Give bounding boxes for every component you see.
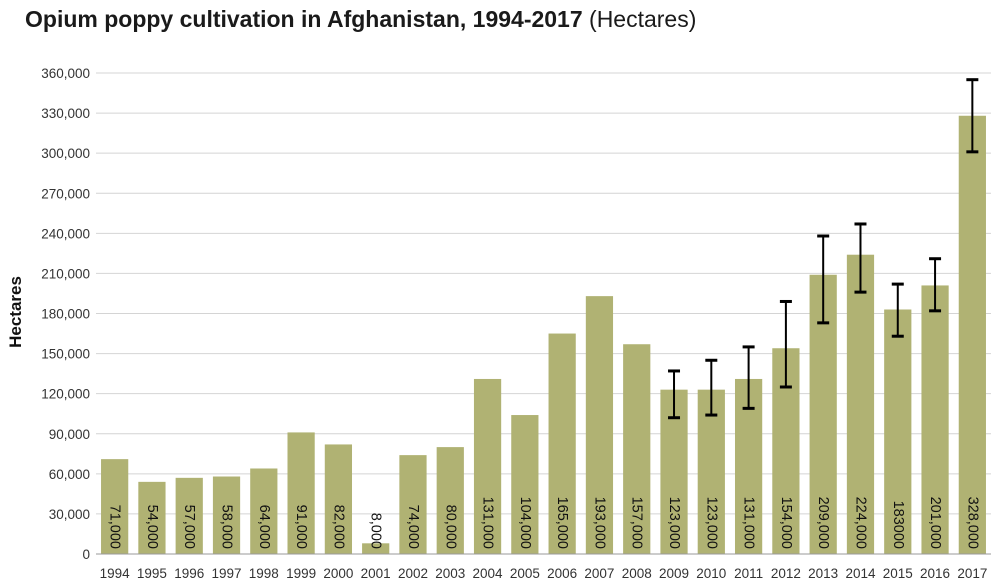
data-label: 201,000 [927,497,943,549]
y-tick-label: 270,000 [41,186,90,201]
bar [436,447,464,554]
data-label-layer: 71,000 54,000 57,000 58,000 64,000 91,000 82,0… [107,497,981,549]
data-label: 209,000 [815,497,831,549]
chart-title: Opium poppy cultivation in Afghanistan, … [25,6,583,32]
data-label: 64,000 [256,505,272,549]
x-tick-label: 2009 [659,566,689,581]
bar [958,115,986,554]
x-tick-label: 2006 [547,566,577,581]
x-tick-label: 2002 [398,566,428,581]
y-tick-label: 180,000 [41,307,90,322]
data-label: 54,000 [144,505,160,549]
data-label: 165,000 [554,497,570,549]
y-tick-label: 60,000 [49,467,90,482]
y-axis-label: Hectares [6,276,25,348]
bar [623,344,651,554]
data-label: 154,000 [778,497,794,549]
x-tick-label: 2008 [622,566,652,581]
bar [511,415,539,554]
error-bar-layer [668,78,979,420]
data-label: 58,000 [219,505,235,549]
y-tick-label: 210,000 [41,266,90,281]
bar [884,309,912,554]
x-tick-label: 2011 [734,566,763,581]
bar [212,476,241,554]
x-tick-label: 1998 [249,566,279,581]
data-label: 193,000 [591,497,607,549]
x-tick-label: 1997 [211,566,241,581]
x-tick-label: 2017 [957,566,987,581]
y-tick-label: 240,000 [41,226,90,241]
bar [585,296,614,554]
data-label: 104,000 [517,497,533,549]
bar [250,468,278,554]
data-label: 80,000 [442,505,458,549]
x-tick-label: 1996 [174,566,204,581]
y-tick-label: 120,000 [41,387,90,402]
data-label: 8,000 [368,513,384,549]
grid-layer [96,72,991,515]
x-tick-label: 2013 [808,566,838,581]
x-tick-label: 2015 [883,566,913,581]
chart-title-block: Opium poppy cultivation in Afghanistan, … [25,6,696,33]
data-label: 328,000 [964,497,980,549]
data-label: 82,000 [330,505,346,549]
bar [846,254,875,554]
bar [175,477,203,554]
x-tick-label: 2003 [435,566,465,581]
y-tick-label: 30,000 [49,507,90,522]
data-label: 71,000 [107,505,123,549]
y-tick-label: 360,000 [41,66,90,81]
x-tick-label: 2005 [510,566,540,581]
x-tick-label: 1999 [286,566,316,581]
x-tick-label: 1995 [137,566,167,581]
data-label: 131,000 [741,497,757,549]
bar [138,481,166,554]
data-label: 57,000 [181,505,197,549]
bar [697,389,725,554]
x-tick-label: 2014 [845,566,876,581]
bar [101,459,129,554]
x-tick-label: 2016 [920,566,950,581]
data-label: 131,000 [480,497,496,549]
data-label: 157,000 [629,497,645,549]
x-tick-label: 2010 [696,566,726,581]
data-label: 74,000 [405,505,421,549]
x-tick-label: 2001 [361,566,391,581]
bar [362,543,390,554]
y-tick-label: 0 [82,547,90,562]
x-tick-label: 2000 [323,566,353,581]
x-tick-label: 2012 [771,566,801,581]
bar-layer [101,115,986,554]
data-label: 224,000 [852,497,868,549]
data-label: 123,000 [703,497,719,549]
data-label: 183000 [890,501,906,549]
bar [399,455,427,554]
x-tick-label: 2004 [473,566,504,581]
chart-subtitle: (Hectares) [589,6,697,32]
x-tick-label: 1994 [100,566,131,581]
bar [473,378,502,554]
axis-layer: 0 30,000 60,000 90,000 120,000 150,000 180,000… [41,66,991,581]
bar [548,333,576,554]
y-tick-label: 330,000 [41,106,90,121]
bar [324,444,353,554]
data-label: 91,000 [293,505,309,549]
data-label: 123,000 [666,497,682,549]
x-tick-label: 2007 [584,566,614,581]
y-tick-label: 300,000 [41,146,90,161]
y-tick-label: 90,000 [49,427,90,442]
bar [921,285,949,554]
y-tick-label: 150,000 [41,347,90,362]
bar [287,432,315,554]
